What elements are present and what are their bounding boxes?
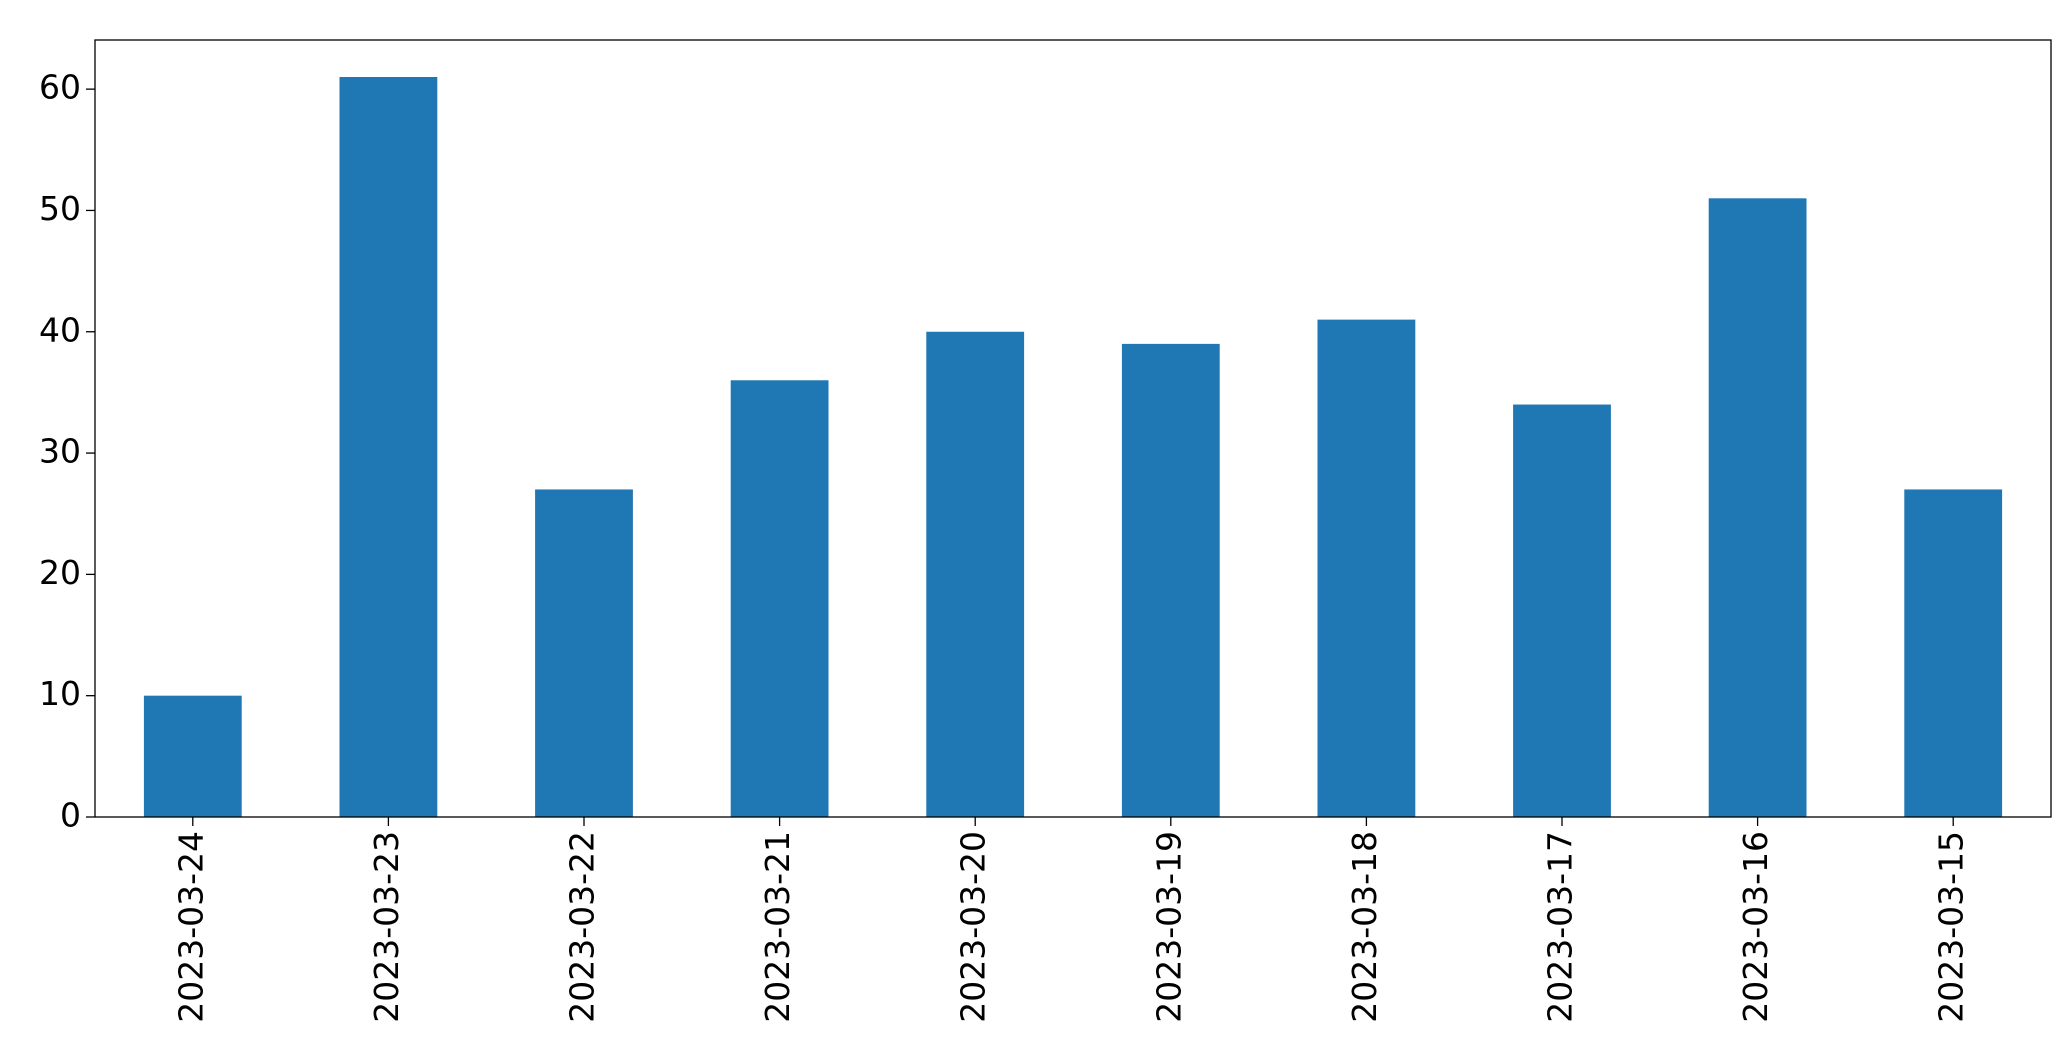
- bar: [339, 77, 438, 817]
- x-tick-label: 2023-03-17: [1541, 831, 1580, 1023]
- bar: [143, 695, 242, 817]
- axes-frame: [94, 39, 2052, 818]
- bar: [535, 489, 633, 817]
- bar: [1708, 198, 1807, 818]
- y-tick-label: 40: [39, 310, 81, 349]
- x-tick-label: 2023-03-22: [563, 831, 602, 1023]
- x-tick-label: 2023-03-20: [954, 831, 993, 1023]
- x-tick-label: 2023-03-18: [1345, 831, 1384, 1023]
- x-tick-label: 2023-03-21: [758, 831, 797, 1023]
- bar: [1513, 404, 1611, 817]
- y-tick-label: 0: [60, 796, 81, 835]
- bar: [730, 380, 829, 817]
- x-tick-label: 2023-03-16: [1736, 831, 1775, 1023]
- x-tick-label: 2023-03-19: [1149, 831, 1188, 1023]
- x-tick-label: 2023-03-23: [367, 831, 406, 1023]
- bar: [1317, 319, 1416, 817]
- y-tick-label: 10: [39, 674, 81, 713]
- x-tick-label: 2023-03-24: [171, 831, 210, 1023]
- bar: [926, 331, 1025, 817]
- plot-area: 0 10 20 30 40 50 60 2023-03-24 2023-03-23 2023-03…: [39, 68, 2003, 1023]
- bar: [1121, 343, 1220, 817]
- y-tick-label: 30: [39, 432, 81, 471]
- y-tick-label: 60: [39, 68, 81, 107]
- x-tick-label: 2023-03-15: [1932, 831, 1971, 1023]
- y-tick-label: 20: [39, 553, 81, 592]
- y-tick-label: 50: [39, 189, 81, 228]
- bar: [1904, 489, 2003, 817]
